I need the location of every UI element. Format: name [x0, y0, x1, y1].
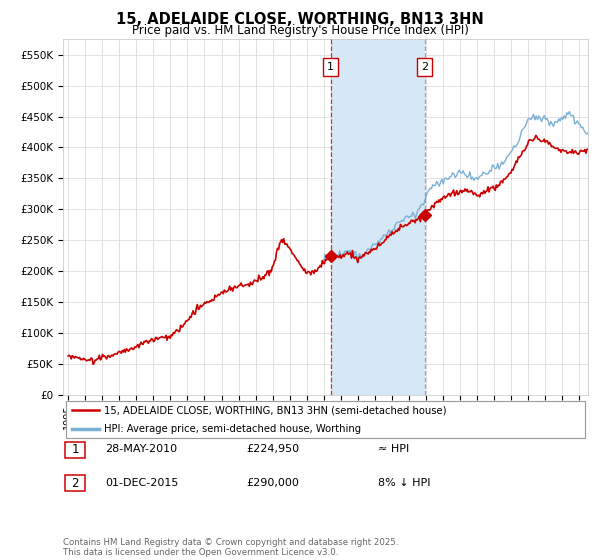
- Text: £290,000: £290,000: [246, 478, 299, 488]
- Text: 28-MAY-2010: 28-MAY-2010: [105, 444, 177, 454]
- Text: ≈ HPI: ≈ HPI: [378, 444, 409, 454]
- Text: 15, ADELAIDE CLOSE, WORTHING, BN13 3HN: 15, ADELAIDE CLOSE, WORTHING, BN13 3HN: [116, 12, 484, 27]
- FancyBboxPatch shape: [65, 402, 586, 437]
- Text: 1: 1: [71, 443, 79, 456]
- Text: 2: 2: [71, 477, 79, 490]
- Text: 2: 2: [421, 62, 428, 72]
- Text: 01-DEC-2015: 01-DEC-2015: [105, 478, 178, 488]
- Text: £224,950: £224,950: [246, 444, 299, 454]
- Text: 1: 1: [327, 62, 334, 72]
- FancyBboxPatch shape: [65, 475, 85, 491]
- Text: Contains HM Land Registry data © Crown copyright and database right 2025.
This d: Contains HM Land Registry data © Crown c…: [63, 538, 398, 557]
- Bar: [331, 39, 425, 395]
- Text: Price paid vs. HM Land Registry's House Price Index (HPI): Price paid vs. HM Land Registry's House …: [131, 24, 469, 36]
- Text: HPI: Average price, semi-detached house, Worthing: HPI: Average price, semi-detached house,…: [104, 424, 361, 433]
- Text: 15, ADELAIDE CLOSE, WORTHING, BN13 3HN (semi-detached house): 15, ADELAIDE CLOSE, WORTHING, BN13 3HN (…: [104, 405, 446, 415]
- Text: 8% ↓ HPI: 8% ↓ HPI: [378, 478, 431, 488]
- FancyBboxPatch shape: [65, 442, 85, 458]
